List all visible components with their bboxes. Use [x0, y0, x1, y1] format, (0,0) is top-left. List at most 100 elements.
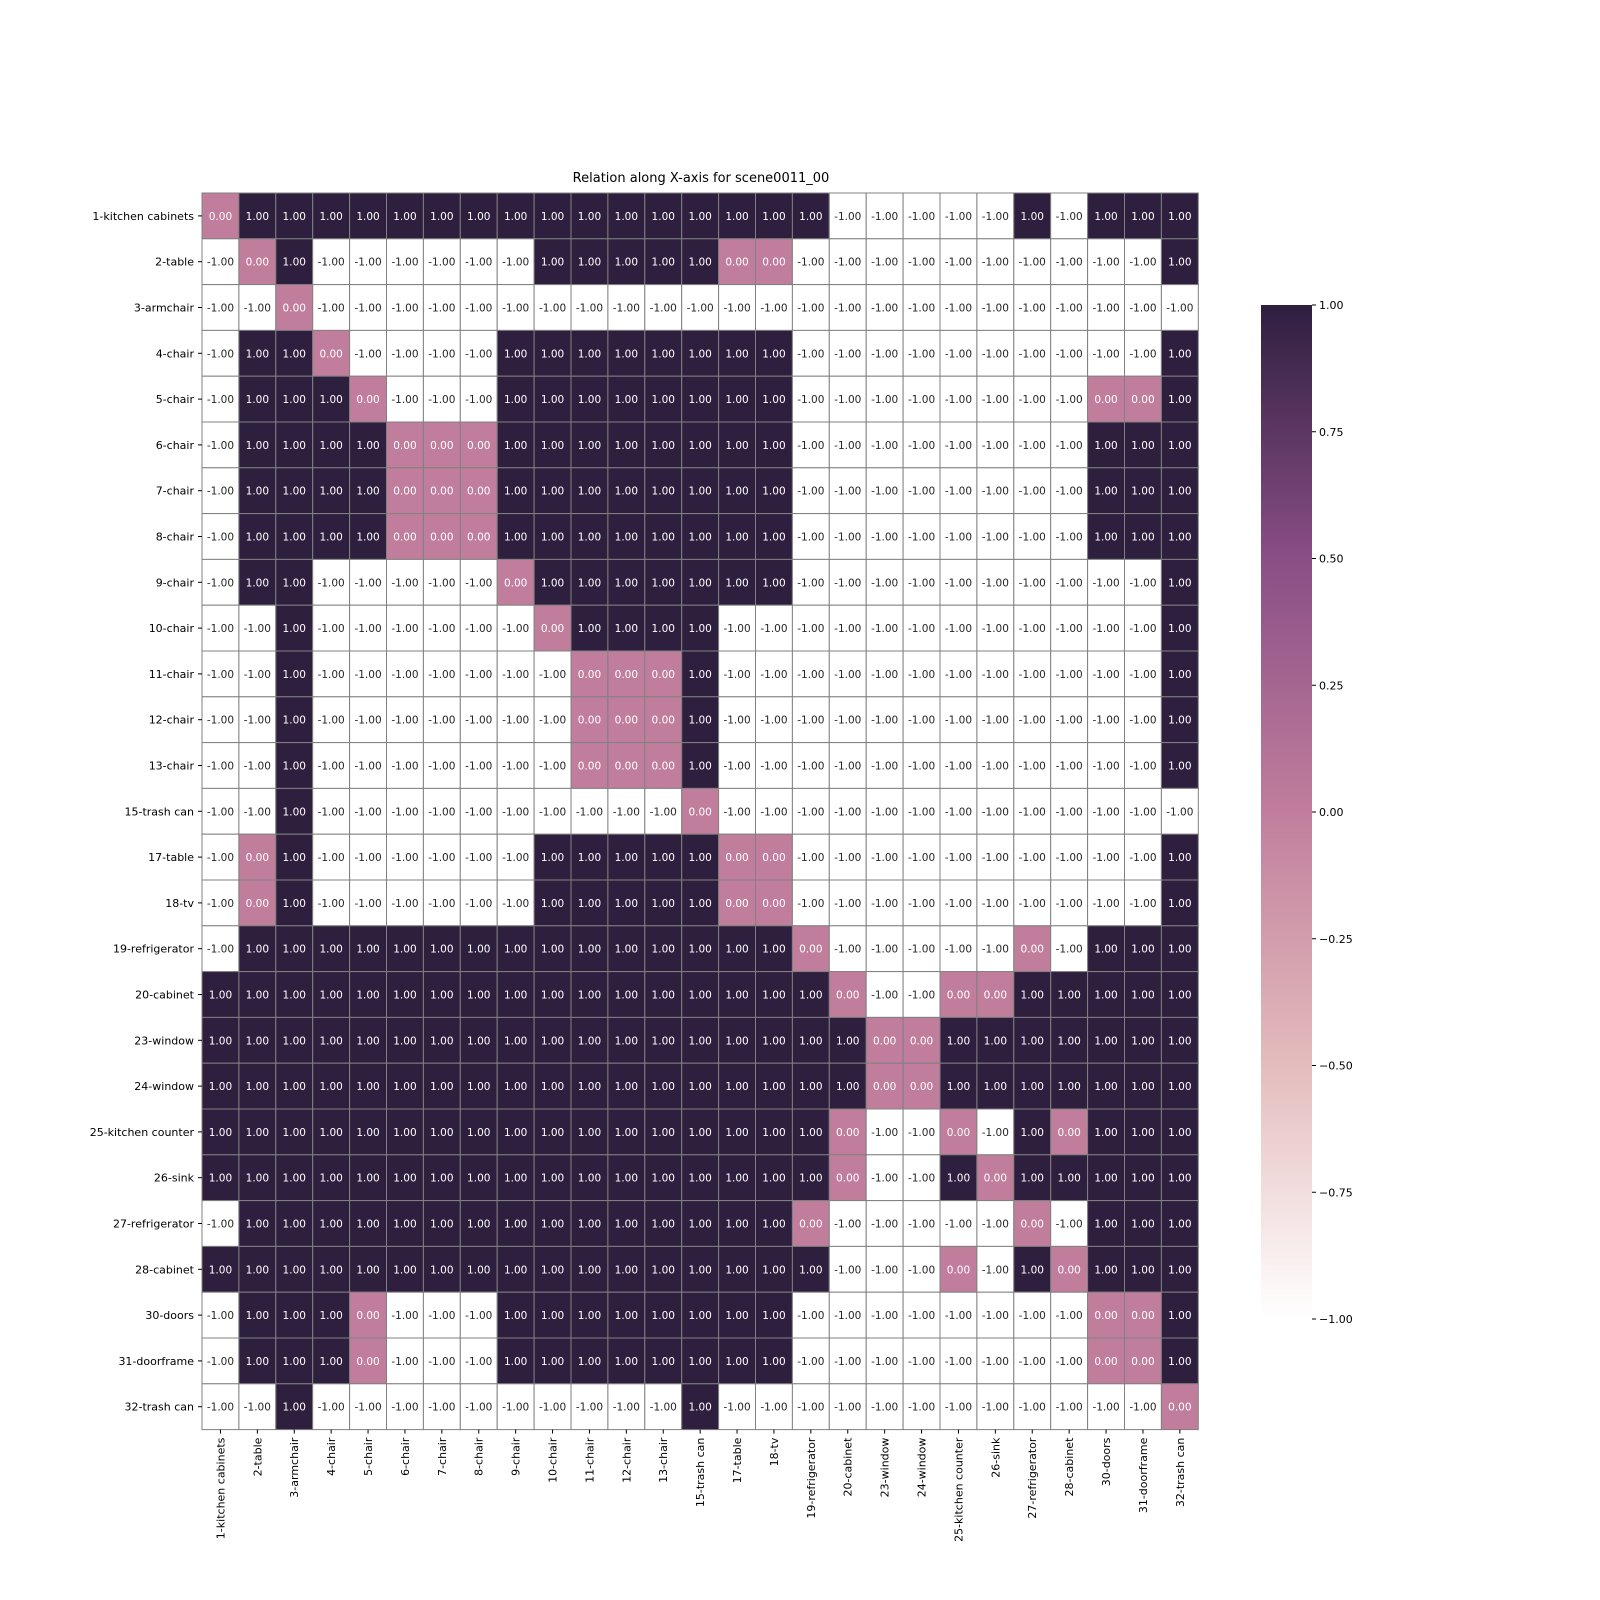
heatmap-cell — [386, 329, 424, 377]
cell-value-label: 1.00 — [1168, 852, 1191, 864]
cell-value-label: 1.00 — [283, 348, 306, 360]
cell-value-label: 1.00 — [652, 486, 675, 498]
cell-value-label: -1.00 — [1129, 257, 1156, 269]
cell-value-label: -1.00 — [244, 715, 271, 727]
cell-value-label: -1.00 — [465, 761, 492, 773]
cell-value-label: -1.00 — [465, 898, 492, 910]
cell-value-label: -1.00 — [871, 669, 898, 681]
cell-value-label: 0.00 — [541, 623, 564, 635]
cell-value-label: 1.00 — [319, 1081, 342, 1093]
heatmap-cell — [644, 513, 683, 560]
heatmap-cell — [755, 467, 793, 515]
cell-value-label: -1.00 — [207, 761, 234, 773]
heatmap-cell — [312, 329, 351, 377]
heatmap-cell — [422, 1016, 461, 1064]
column-tick-label: 17-table — [731, 1437, 744, 1483]
cell-value-label: -1.00 — [1019, 303, 1046, 315]
cell-value-label: 0.00 — [1021, 944, 1044, 956]
heatmap-cell — [1087, 467, 1125, 515]
cell-value-label: 1.00 — [762, 1035, 785, 1047]
heatmap-cell — [238, 925, 277, 973]
heatmap-cell — [533, 284, 572, 331]
colorbar: 1.00 0.75 0.50 0.25 0.00 −0.25 −0.50 −0.75 −1.00 — [1261, 299, 1353, 1326]
heatmap-cell — [1050, 1245, 1089, 1293]
cell-value-label: -1.00 — [1129, 623, 1156, 635]
heatmap-cell — [791, 329, 830, 377]
heatmap-cell — [755, 604, 793, 652]
cell-value-label: 1.00 — [283, 944, 306, 956]
heatmap-cell — [238, 1062, 277, 1110]
heatmap-cell — [976, 604, 1015, 652]
cell-value-label: 1.00 — [541, 1035, 564, 1047]
cell-value-label: 1.00 — [688, 1173, 711, 1185]
cell-value-label: 1.00 — [578, 257, 601, 269]
heatmap-cell — [570, 833, 609, 881]
row-tick-label: 1-kitchen cabinets — [92, 210, 194, 223]
cell-value-label: 1.00 — [688, 852, 711, 864]
heatmap-cell — [976, 1200, 1015, 1247]
cell-value-label: 1.00 — [652, 1219, 675, 1231]
cell-value-label: 1.00 — [652, 440, 675, 452]
cell-value-label: 1.00 — [541, 257, 564, 269]
cell-value-label: -1.00 — [982, 1219, 1009, 1231]
heatmap-cell — [459, 513, 498, 560]
row-tick-label: 9-chair — [156, 576, 195, 589]
cell-value-label: 1.00 — [504, 486, 527, 498]
cell-value-label: 1.00 — [246, 1127, 269, 1139]
heatmap-cell — [496, 1291, 535, 1339]
cell-value-label: -1.00 — [797, 257, 824, 269]
heatmap-cell — [865, 192, 904, 240]
cell-value-label: 1.00 — [504, 394, 527, 406]
heatmap-cell — [312, 1016, 351, 1064]
heatmap-cell — [828, 329, 867, 377]
cell-value-label: -1.00 — [834, 761, 861, 773]
cell-value-label: -1.00 — [871, 944, 898, 956]
cell-value-label: -1.00 — [244, 761, 271, 773]
cell-value-label: -1.00 — [502, 303, 529, 315]
cell-value-label: -1.00 — [502, 761, 529, 773]
heatmap-cell — [939, 192, 978, 240]
heatmap-cell — [718, 833, 756, 881]
heatmap-cell — [201, 284, 240, 331]
cell-value-label: 1.00 — [652, 1035, 675, 1047]
cell-value-label: -1.00 — [945, 669, 972, 681]
cell-value-label: -1.00 — [465, 623, 492, 635]
cell-value-label: 1.00 — [762, 532, 785, 544]
chart-title: Relation along X-axis for scene0011_00 — [573, 171, 830, 186]
heatmap-cell — [939, 375, 978, 423]
cell-value-label: -1.00 — [945, 211, 972, 223]
cell-value-label: 1.00 — [652, 1356, 675, 1368]
cell-value-label: -1.00 — [945, 257, 972, 269]
heatmap-cell — [718, 1154, 756, 1202]
heatmap-cell — [422, 1245, 461, 1293]
cell-value-label: -1.00 — [207, 348, 234, 360]
cell-value-label: 1.00 — [799, 211, 822, 223]
heatmap-cell — [201, 787, 240, 835]
cell-value-label: -1.00 — [760, 669, 787, 681]
heatmap-cell — [828, 513, 867, 560]
cell-value-label: 1.00 — [836, 1081, 859, 1093]
cell-value-label: 1.00 — [246, 486, 269, 498]
cell-value-label: 1.00 — [688, 1035, 711, 1047]
cell-value-label: 1.00 — [1131, 486, 1154, 498]
cell-value-label: 1.00 — [615, 944, 638, 956]
heatmap-cell — [533, 1337, 572, 1385]
heatmap-cell — [459, 1108, 498, 1156]
cell-value-label: 1.00 — [246, 211, 269, 223]
heatmap-cell — [1087, 513, 1125, 560]
cell-value-label: 1.00 — [688, 623, 711, 635]
cell-value-label: -1.00 — [1019, 1310, 1046, 1322]
cell-value-label: -1.00 — [834, 669, 861, 681]
heatmap-cell — [644, 833, 683, 881]
heatmap-cell — [865, 238, 904, 286]
cell-value-label: -1.00 — [982, 715, 1009, 727]
cell-value-label: -1.00 — [391, 257, 418, 269]
heatmap-cell — [1050, 787, 1089, 835]
cell-value-label: 1.00 — [615, 1264, 638, 1276]
cell-value-label: 1.00 — [615, 440, 638, 452]
heatmap-cell — [1013, 284, 1052, 331]
cell-value-label: 0.00 — [799, 1219, 822, 1231]
cell-value-label: -1.00 — [871, 761, 898, 773]
heatmap-cell — [1013, 1154, 1052, 1202]
cell-value-label: -1.00 — [1056, 440, 1083, 452]
